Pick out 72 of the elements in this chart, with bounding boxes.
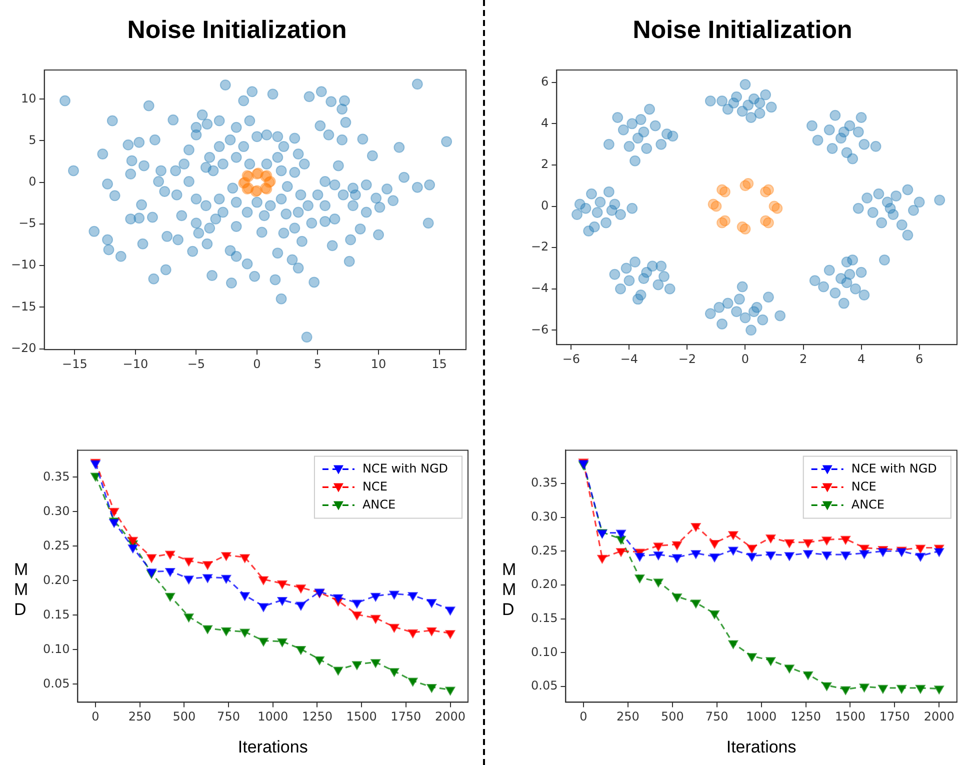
x-tick-label: −4	[620, 352, 638, 366]
x-tick-label: −6	[562, 352, 580, 366]
y-tick-label: 10	[21, 91, 36, 106]
y-tick-label: −10	[10, 258, 36, 272]
legend-label: ANCE	[362, 497, 396, 512]
x-tick-label: 1500	[834, 710, 866, 724]
x-tick-label: 15	[432, 356, 447, 371]
x-axis-title: Iterations	[726, 737, 796, 756]
y-tick-label: −5	[18, 216, 36, 230]
x-tick-label: 5	[314, 356, 322, 371]
x-tick-label: 250	[616, 710, 640, 724]
y-tick-label: 0.35	[43, 469, 70, 484]
y-tick-label: 0.15	[531, 611, 558, 625]
x-tick-label: 0	[741, 352, 750, 366]
y-tick-label: 5	[28, 132, 36, 147]
y-tick-label: 0	[541, 198, 549, 212]
x-tick-label: 0	[92, 710, 100, 724]
x-tick-label: 0	[580, 710, 588, 724]
y-tick-label: −4	[530, 280, 549, 295]
x-tick-label: 1750	[879, 710, 910, 724]
x-tick-label: −10	[122, 356, 148, 371]
x-tick-label: 500	[660, 710, 684, 724]
x-tick-label: 10	[370, 356, 386, 371]
y-tick-label: −20	[10, 340, 36, 355]
y-tick-label: 0.20	[531, 577, 558, 592]
x-tick-label: 2000	[924, 710, 954, 724]
y-tick-label: 0.35	[531, 476, 558, 490]
x-tick-label: 1250	[790, 710, 822, 724]
x-tick-label: −5	[187, 356, 206, 371]
y-axis-title: MMD	[14, 560, 30, 620]
legend-label: NCE	[362, 479, 388, 494]
x-tick-label: 750	[217, 710, 240, 724]
legend-label: NCE	[851, 479, 876, 494]
x-tick-label: 1500	[346, 710, 377, 724]
y-axis-title: MMD	[502, 560, 518, 620]
y-tick-label: 0	[28, 174, 36, 188]
x-tick-label: 6	[915, 352, 924, 366]
y-tick-label: −2	[530, 240, 549, 254]
y-tick-label: 0.10	[531, 644, 558, 659]
y-tick-label: 0.25	[531, 543, 558, 558]
x-tick-label: 2000	[434, 710, 466, 724]
y-tick-label: −15	[10, 299, 36, 314]
x-tick-label: −2	[678, 352, 696, 366]
y-tick-label: 4	[541, 116, 549, 130]
legend-label: NCE with NGD	[851, 461, 937, 476]
legend-label: ANCE	[851, 497, 885, 512]
chart-title: Noise Initialization	[632, 16, 852, 44]
y-tick-label: 0.05	[531, 678, 558, 693]
y-tick-label: 0.30	[531, 509, 558, 524]
y-tick-label: −6	[530, 322, 549, 336]
y-tick-label: 0.25	[43, 538, 70, 552]
x-tick-label: 0	[253, 356, 261, 371]
x-axis-title: Iterations	[238, 737, 308, 756]
x-tick-label: 750	[705, 710, 728, 724]
y-tick-label: 6	[541, 74, 549, 89]
x-tick-label: −15	[62, 356, 88, 371]
x-tick-label: 500	[172, 710, 196, 724]
x-tick-label: 2	[799, 352, 808, 366]
x-tick-label: 1250	[302, 710, 332, 724]
x-tick-label: 4	[857, 352, 866, 366]
y-tick-label: 0.10	[43, 642, 70, 656]
legend-label: NCE with NGD	[362, 461, 448, 476]
y-tick-label: 2	[541, 157, 549, 172]
y-tick-label: 0.15	[43, 607, 70, 622]
y-tick-label: 0.30	[43, 504, 70, 518]
x-tick-label: 250	[128, 710, 152, 724]
x-tick-label: 1750	[390, 710, 422, 724]
x-tick-label: 1000	[746, 710, 777, 724]
y-tick-label: 0.20	[43, 572, 70, 587]
chart-title: Noise Initialization	[127, 16, 347, 44]
y-tick-label: 0.05	[43, 676, 70, 690]
x-tick-label: 1000	[258, 710, 288, 724]
